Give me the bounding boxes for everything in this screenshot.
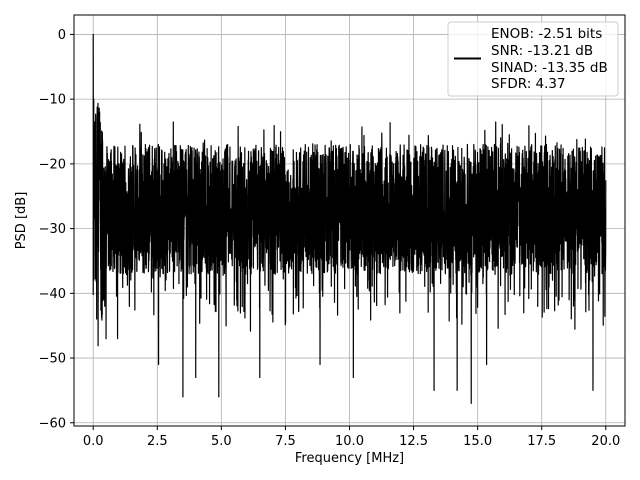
y-tick-label: −40 <box>39 287 66 302</box>
psd-trace-segment <box>92 33 145 347</box>
legend-line-sfdr: SFDR: 4.37 <box>491 76 566 92</box>
y-tick-label: −60 <box>39 416 66 431</box>
legend-line-enob: ENOB: -2.51 bits <box>491 26 602 42</box>
psd-trace-segment <box>297 140 350 366</box>
x-tick-label: 10.0 <box>335 434 364 449</box>
psd-trace-segment <box>195 125 248 398</box>
psd-trace-segment <box>400 134 453 391</box>
legend-box <box>447 21 619 97</box>
psd-trace-segment <box>246 124 299 379</box>
psd-trace-segment <box>348 122 402 379</box>
y-tick-label: −50 <box>39 352 66 367</box>
legend: ENOB: -2.51 bits SNR: -13.21 dB SINAD: -… <box>447 21 619 97</box>
x-tick-label: 0.0 <box>83 434 104 449</box>
x-tick-label: 20.0 <box>591 434 620 449</box>
psd-trace-segment <box>451 121 504 404</box>
legend-line-sinad: SINAD: -13.35 dB <box>491 60 608 76</box>
x-axis-label: Frequency [MHz] <box>295 451 404 466</box>
legend-line-snr: SNR: -13.21 dB <box>491 43 593 59</box>
psd-trace-segment <box>502 125 555 318</box>
psd-trace-segment <box>553 138 607 391</box>
y-tick-label: 0 <box>58 28 66 43</box>
y-tick-label: −30 <box>39 222 66 237</box>
x-tick-label: 7.5 <box>275 434 296 449</box>
x-tick-label: 5.0 <box>211 434 232 449</box>
x-axis-ticks: 0.0 2.5 5.0 7.5 10.0 12.5 15.0 17.5 20.0 <box>83 426 620 449</box>
x-tick-label: 17.5 <box>527 434 556 449</box>
series-psd <box>92 33 607 404</box>
y-axis-ticks: 0 −10 −20 −30 −40 −50 −60 <box>39 28 74 431</box>
y-axis-label: PSD [dB] <box>14 192 29 250</box>
x-tick-label: 12.5 <box>399 434 428 449</box>
x-tick-label: 2.5 <box>147 434 168 449</box>
y-tick-label: −20 <box>39 157 66 172</box>
psd-trace-segment <box>143 121 197 398</box>
y-tick-label: −10 <box>39 93 66 108</box>
x-tick-label: 15.0 <box>463 434 492 449</box>
